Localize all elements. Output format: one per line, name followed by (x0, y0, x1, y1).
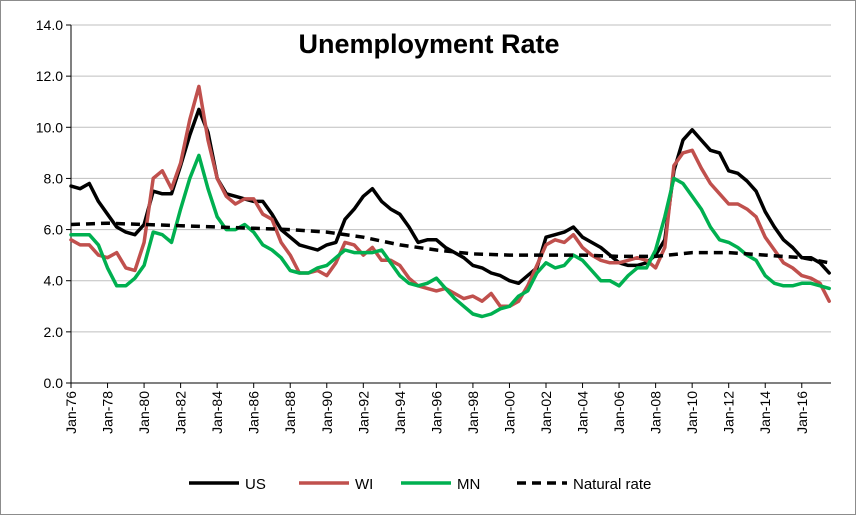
x-tick-label: Jan-06 (611, 391, 627, 434)
x-tick-label: Jan-98 (465, 391, 481, 434)
series-line-mn (69, 153, 831, 319)
series-line-natural-rate (70, 221, 830, 265)
y-tick-label: 12.0 (36, 68, 63, 84)
y-tick-label: 2.0 (44, 324, 64, 340)
legend-label-wi: WI (355, 476, 373, 493)
y-tick-label: 8.0 (44, 170, 64, 186)
x-tick-label: Jan-94 (392, 391, 408, 434)
legend-label-us: US (245, 476, 266, 493)
x-tick-label: Jan-80 (136, 391, 152, 434)
x-tick-label: Jan-96 (428, 391, 444, 434)
x-tick-label: Jan-92 (355, 391, 371, 434)
x-tick-label: Jan-82 (173, 391, 189, 434)
y-tick-label: 0.0 (44, 375, 64, 391)
x-tick-label: Jan-14 (757, 391, 773, 434)
y-tick-label: 4.0 (44, 273, 64, 289)
y-tick-label: 6.0 (44, 222, 64, 238)
x-tick-label: Jan-02 (538, 391, 554, 434)
x-tick-label: Jan-16 (794, 391, 810, 434)
x-tick-label: Jan-04 (575, 391, 591, 434)
x-tick-label: Jan-00 (501, 391, 517, 434)
legend-label-mn: MN (457, 476, 480, 493)
x-tick-label: Jan-90 (319, 391, 335, 434)
y-tick-label: 10.0 (36, 119, 63, 135)
x-tick-label: Jan-88 (282, 391, 298, 434)
x-tick-label: Jan-10 (684, 391, 700, 434)
x-tick-label: Jan-78 (100, 391, 116, 434)
legend-label-natural-rate: Natural rate (573, 476, 651, 493)
y-tick-label: 14.0 (36, 17, 63, 33)
x-tick-label: Jan-12 (721, 391, 737, 434)
x-tick-label: Jan-76 (63, 391, 79, 434)
x-tick-label: Jan-84 (209, 391, 225, 434)
chart-title: Unemployment Rate (298, 29, 559, 59)
x-tick-label: Jan-86 (246, 391, 262, 434)
x-tick-label: Jan-08 (648, 391, 664, 434)
